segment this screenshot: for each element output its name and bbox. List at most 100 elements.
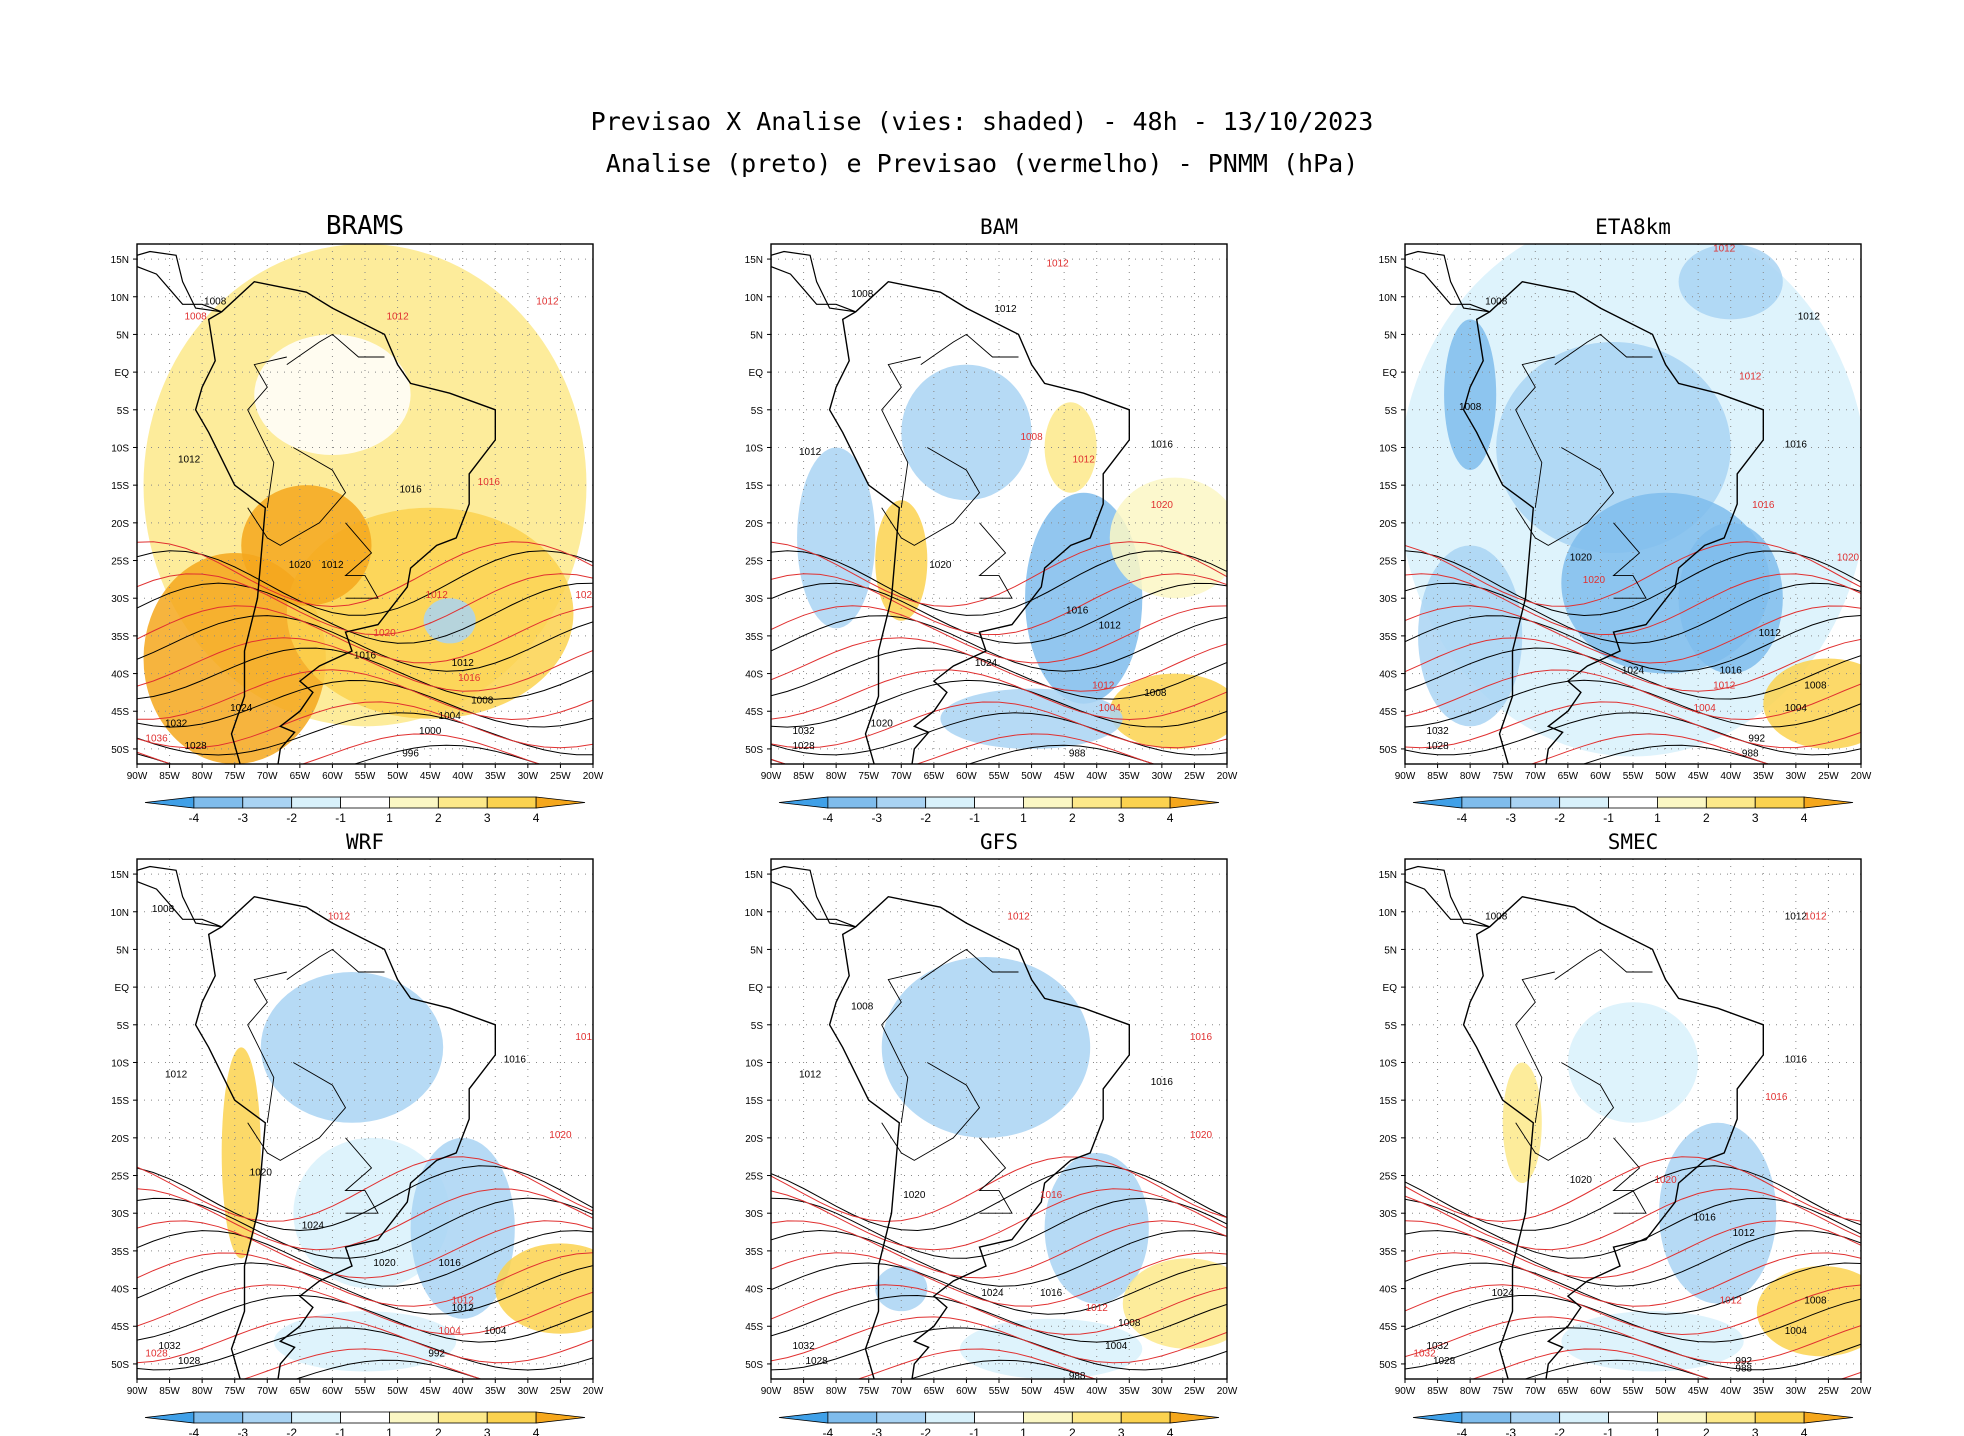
forecast-isobar-label: 1012 (426, 590, 449, 601)
bias-region (260, 972, 444, 1123)
colorbar-label: 3 (484, 1426, 491, 1436)
colorbar-label: 3 (1752, 811, 1759, 825)
analysis-isobar-label: 1020 (929, 560, 952, 571)
panel-title: ETA8km (1595, 215, 1671, 239)
central-america-coastline (771, 250, 856, 313)
y-tick-label: 35S (745, 1247, 763, 1258)
colorbar-label: -2 (920, 1426, 931, 1436)
country-border (920, 333, 1019, 365)
analysis-isobar-label: 1024 (302, 1220, 325, 1231)
x-tick-label: 45W (420, 771, 441, 782)
country-border (247, 447, 347, 546)
y-tick-label: 40S (1379, 1285, 1397, 1296)
forecast-isobar-label: 1012 (1092, 681, 1115, 692)
y-tick-label: 30S (745, 594, 763, 605)
y-tick-label: EQ (749, 368, 764, 379)
bias-region (143, 552, 326, 764)
colorbar-label: 1 (1020, 811, 1027, 825)
x-tick-label: 80W (192, 1386, 213, 1397)
x-tick-label: 80W (1460, 771, 1481, 782)
x-tick-label: 30W (1786, 1386, 1807, 1397)
x-tick-label: 60W (322, 1386, 343, 1397)
x-tick-label: 85W (793, 1386, 814, 1397)
analysis-isobar-label: 1032 (158, 1341, 181, 1352)
colorbar-label: -2 (920, 811, 931, 825)
x-tick-label: 30W (518, 771, 539, 782)
forecast-isobar-label: 1016 (1190, 1032, 1213, 1043)
colorbar-label: -3 (237, 811, 248, 825)
y-tick-label: 5S (1385, 1021, 1398, 1032)
x-tick-label: 30W (518, 1386, 539, 1397)
y-tick-label: 50S (111, 745, 129, 756)
y-tick-label: 10S (1379, 1058, 1397, 1069)
analysis-isobar-line (137, 1197, 593, 1259)
x-tick-label: 50W (1655, 771, 1676, 782)
x-tick-label: 75W (1492, 1386, 1513, 1397)
x-tick-label: 70W (257, 771, 278, 782)
colorbar-label: -1 (335, 811, 346, 825)
colorbar-segment (1120, 1411, 1171, 1424)
analysis-isobar-label: 1008 (1804, 1296, 1827, 1307)
colorbar-segment (925, 796, 975, 809)
colorbar-segment (291, 1411, 341, 1424)
forecast-isobar-line (1405, 541, 1861, 607)
colorbar-segment (535, 1411, 586, 1424)
forecast-isobar-line (1405, 1188, 1861, 1251)
analysis-isobar-label: 1012 (321, 560, 344, 571)
x-tick-label: 70W (1525, 1386, 1546, 1397)
x-tick-label: 70W (257, 1386, 278, 1397)
y-tick-label: 15S (1379, 481, 1397, 492)
forecast-isobar-line (771, 701, 1227, 749)
x-tick-label: 25W (1184, 771, 1205, 782)
y-tick-label: 15S (111, 1096, 129, 1107)
colorbar-segment (340, 796, 390, 809)
colorbar-segment (925, 1411, 975, 1424)
y-tick-label: 10N (1379, 908, 1397, 919)
y-tick-label: 15N (745, 870, 763, 881)
analysis-isobar-label: 1012 (1798, 311, 1821, 322)
forecast-isobar-line (1405, 1220, 1861, 1279)
x-tick-label: 55W (1623, 771, 1644, 782)
forecast-isobar-line (771, 1188, 1227, 1251)
forecast-isobar-line (1405, 1284, 1861, 1336)
colorbar-label: -4 (1457, 811, 1468, 825)
colorbar-segment (1657, 1411, 1707, 1424)
y-tick-label: 40S (111, 670, 129, 681)
forecast-isobar-line (137, 733, 541, 764)
x-tick-label: 75W (858, 771, 879, 782)
forecast-isobar-label: 1016 (1040, 1190, 1063, 1201)
x-tick-label: 45W (1054, 1386, 1075, 1397)
analysis-isobar-line (1582, 744, 1770, 764)
y-tick-label: 45S (111, 707, 129, 718)
colorbar-segment (486, 796, 537, 809)
forecast-isobar-label: 1016 (458, 673, 481, 684)
analysis-isobar-label: 1020 (1570, 553, 1593, 564)
forecast-isobar-label: 1004 (1099, 703, 1122, 714)
central-america-coastline (1405, 250, 1490, 313)
x-tick-label: 40W (1720, 1386, 1741, 1397)
bias-region (221, 1047, 261, 1259)
country-border (247, 356, 287, 508)
colorbar-segment (876, 1411, 927, 1424)
y-tick-label: 15N (1379, 870, 1397, 881)
y-tick-label: 20S (1379, 1134, 1397, 1145)
x-tick-label: 45W (420, 1386, 441, 1397)
forecast-isobar-label: 1004 (439, 1326, 462, 1337)
forecast-isobar-line (771, 573, 1227, 636)
bias-region (940, 688, 1123, 749)
analysis-isobar-label: 1004 (439, 711, 462, 722)
y-tick-label: 5N (750, 330, 763, 341)
panel-grid: BRAMS 1008 1012 1016 1020 1016 1012 1008 1004 100… (111, 211, 1872, 1436)
south-america-coastline (1462, 895, 1764, 1379)
x-tick-label: 35W (1753, 1386, 1774, 1397)
bias-region (881, 956, 1091, 1138)
forecast-isobar-line (1405, 1252, 1861, 1307)
analysis-isobar-label: 992 (1735, 1356, 1752, 1367)
colorbar-label: -2 (286, 811, 297, 825)
analysis-isobar-line (1405, 712, 1861, 756)
colorbar-label: 4 (1167, 1426, 1174, 1436)
colorbar-segment (1608, 1411, 1658, 1424)
south-america-coastline (194, 895, 496, 1379)
x-tick-label: 65W (1558, 771, 1579, 782)
panel-brams: BRAMS 1008 1012 1016 1020 1016 1012 1008 1004 100… (111, 211, 604, 825)
